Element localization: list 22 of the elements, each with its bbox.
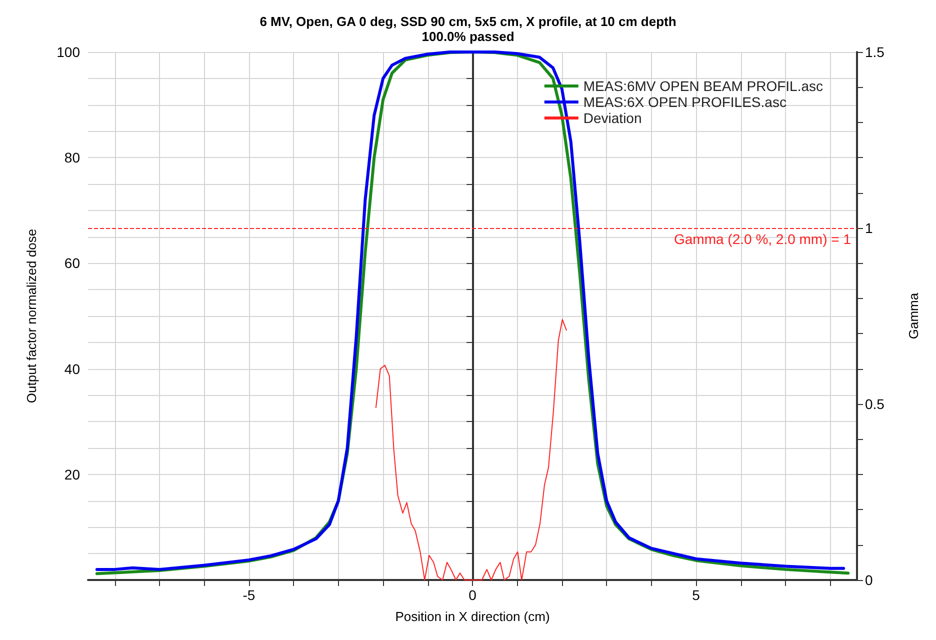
y2-tick-label: 0 xyxy=(865,572,873,588)
chart-title: 6 MV, Open, GA 0 deg, SSD 90 cm, 5x5 cm, X profile, at 10 cm depth xyxy=(260,14,676,29)
y-axis-title: Output factor normalized dose xyxy=(24,228,39,404)
legend-label: MEAS:6X OPEN PROFILES.asc xyxy=(583,94,786,110)
x-tick-label: 0 xyxy=(468,587,477,603)
x-tick-label: -5 xyxy=(242,587,256,603)
y2-tick-label: 1.5 xyxy=(865,44,885,60)
y-tick-label: 80 xyxy=(64,150,80,166)
y-tick-label: 40 xyxy=(64,360,80,377)
x-axis-title: Position in X direction (cm) xyxy=(395,609,550,624)
y-tick-label: 100 xyxy=(56,44,80,60)
y-tick-label: 20 xyxy=(64,466,80,482)
legend-label: MEAS:6MV OPEN BEAM PROFIL.asc xyxy=(583,78,824,94)
chart-subtitle: 100.0% passed xyxy=(422,29,514,44)
ref-line-label: Gamma (2.0 %, 2.0 mm) = 1 xyxy=(674,231,852,247)
y2-tick-label: 1 xyxy=(865,220,873,236)
y-tick-label: 60 xyxy=(64,255,80,272)
y2-axis-title: Gamma xyxy=(906,292,921,340)
line-series xyxy=(375,319,567,580)
legend-label: Deviation xyxy=(583,110,642,126)
y2-tick-label: 0.5 xyxy=(865,396,885,412)
x-tick-label: 5 xyxy=(692,587,700,603)
